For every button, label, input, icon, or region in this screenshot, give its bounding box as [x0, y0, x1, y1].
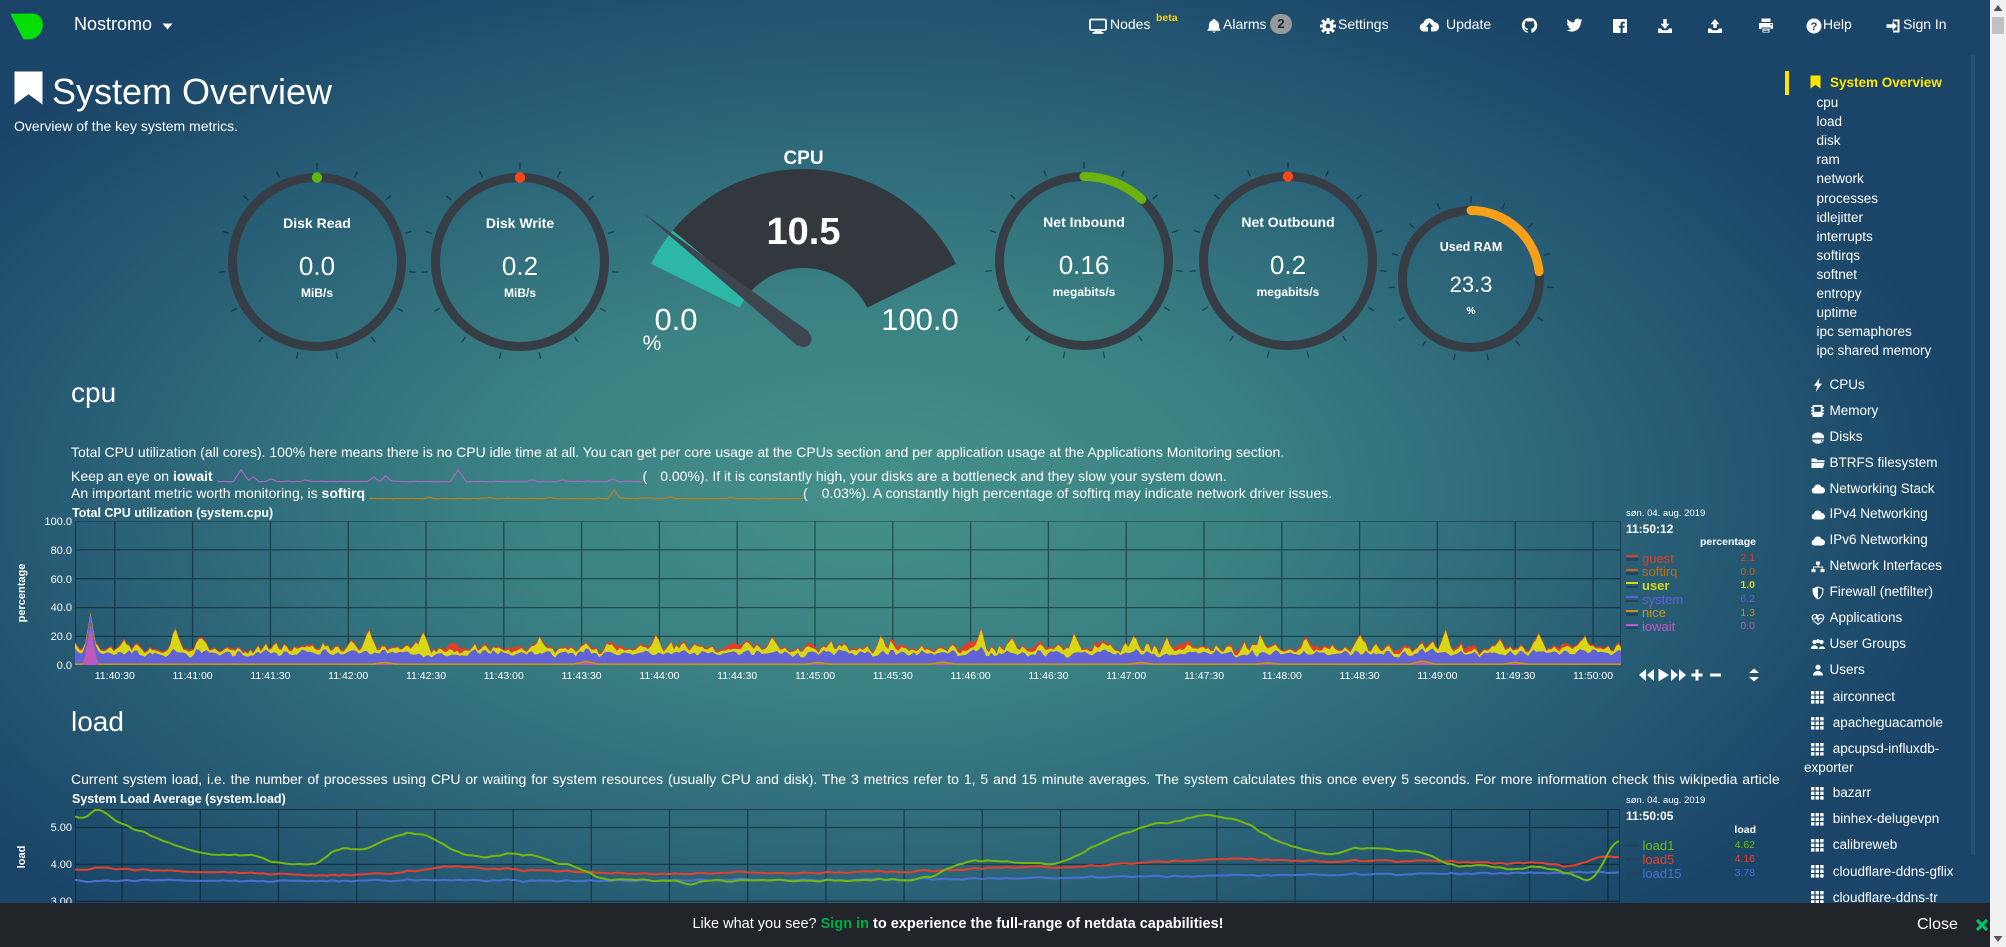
- svg-text:0.0: 0.0: [654, 302, 697, 337]
- svg-text:Net Outbound: Net Outbound: [1241, 214, 1334, 230]
- svg-text:%: %: [1466, 306, 1475, 317]
- svg-text:0.0: 0.0: [299, 251, 335, 281]
- svg-text:megabits/s: megabits/s: [1052, 285, 1115, 299]
- svg-text:23.3: 23.3: [1449, 272, 1492, 297]
- svg-text:%: %: [643, 332, 662, 355]
- svg-text:0.16: 0.16: [1058, 250, 1109, 280]
- svg-text:Used RAM: Used RAM: [1439, 240, 1502, 254]
- svg-text:Disk Read: Disk Read: [283, 215, 351, 231]
- svg-text:10.5: 10.5: [767, 211, 841, 253]
- svg-text:MiB/s: MiB/s: [301, 286, 333, 300]
- svg-text:megabits/s: megabits/s: [1256, 285, 1319, 299]
- svg-text:0.2: 0.2: [1269, 250, 1305, 280]
- svg-text:MiB/s: MiB/s: [504, 286, 536, 300]
- svg-text:100.0: 100.0: [881, 302, 959, 337]
- svg-text:Disk Write: Disk Write: [486, 215, 554, 231]
- svg-text:CPU: CPU: [783, 148, 823, 169]
- svg-text:?: ?: [1811, 21, 1818, 33]
- svg-text:0.2: 0.2: [502, 251, 538, 281]
- svg-text:Net Inbound: Net Inbound: [1043, 214, 1125, 230]
